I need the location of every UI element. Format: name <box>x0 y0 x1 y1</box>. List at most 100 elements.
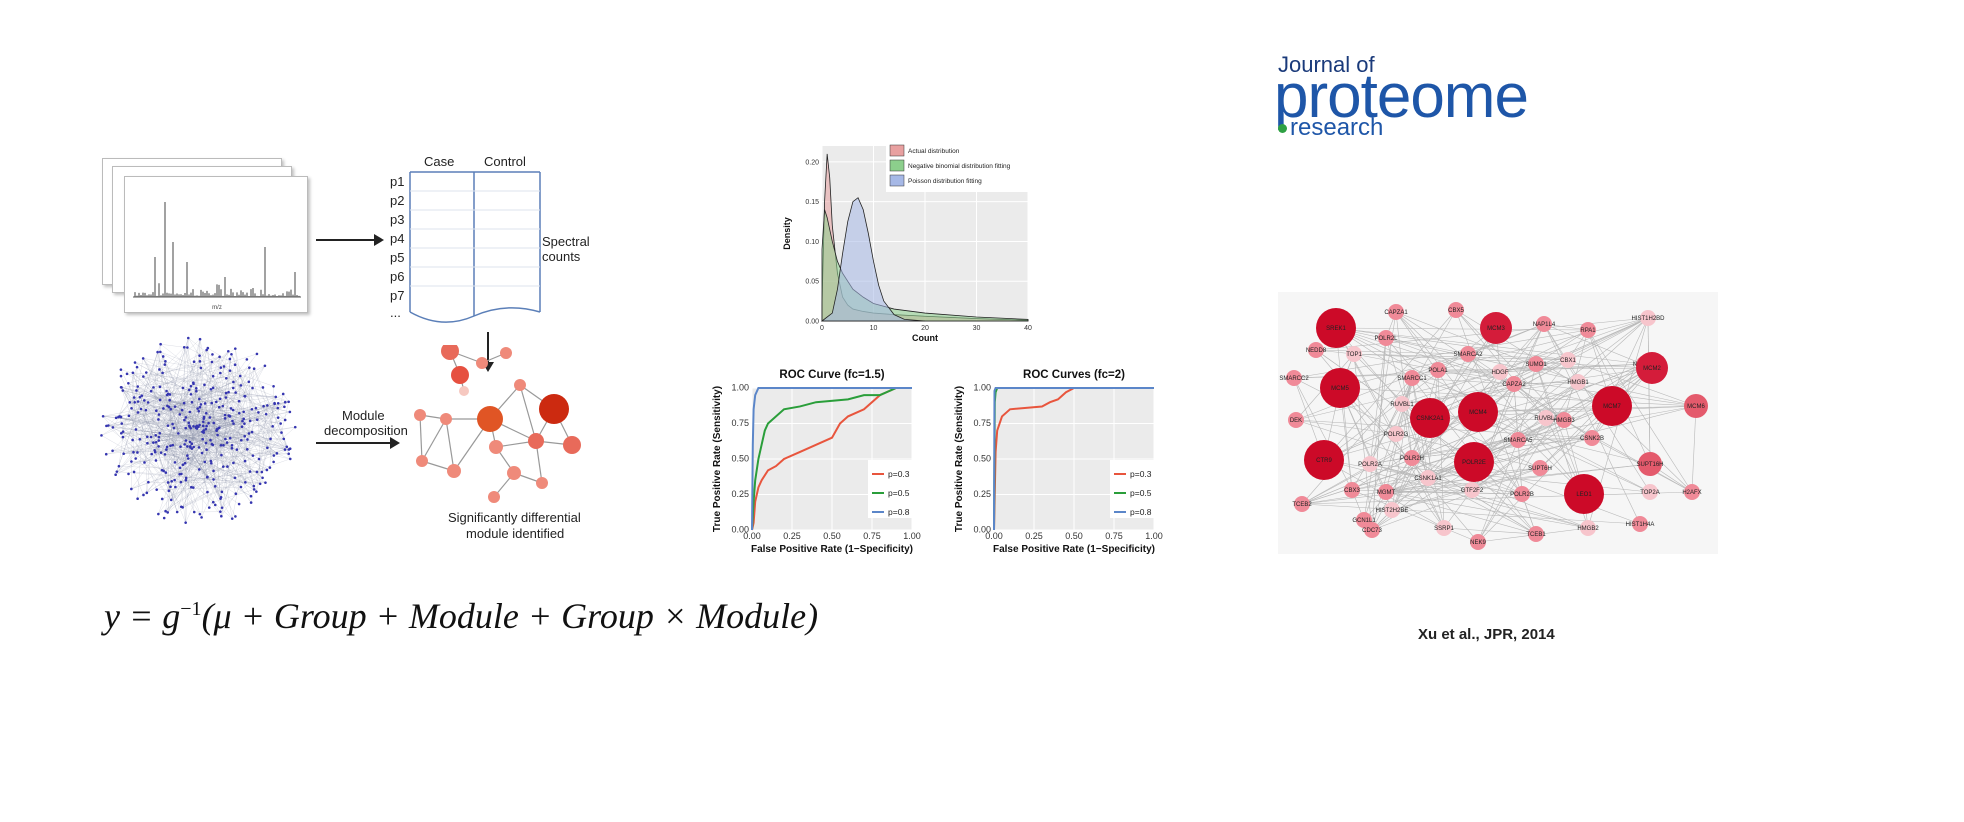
hairball-node <box>157 445 160 448</box>
hairball-node <box>101 414 105 418</box>
roc-line-p=0.3 <box>993 387 1154 531</box>
hairball-node <box>234 515 237 518</box>
hairball-node <box>190 400 194 404</box>
network-node <box>1384 502 1400 518</box>
hairball-node <box>169 485 172 489</box>
hairball-edge <box>153 353 257 388</box>
hairball-edge <box>180 446 223 492</box>
hairball-edge <box>135 429 186 464</box>
hairball-edge <box>119 416 255 490</box>
network-node-label: CBX3 <box>1344 488 1360 494</box>
hairball-edge <box>222 397 227 407</box>
hairball-edge <box>103 409 234 417</box>
hairball-node <box>122 452 125 455</box>
network-node-label: HIST1H2BD <box>1631 316 1665 322</box>
hairball-edge <box>135 417 186 459</box>
hairball-node <box>210 401 214 405</box>
hairball-node <box>150 452 154 456</box>
module-label-line1: Module <box>342 408 385 423</box>
hairball-node <box>287 400 290 404</box>
hairball-node <box>179 445 182 448</box>
hairball-edge <box>131 453 289 462</box>
hairball-node <box>272 460 275 464</box>
network-edge <box>1467 353 1585 495</box>
hairball-node <box>252 488 256 491</box>
hairball-node <box>219 443 223 447</box>
hairball-edge <box>189 389 198 409</box>
network-edge <box>1455 309 1547 419</box>
hairball-node <box>142 493 145 497</box>
network-node-label: POLR2G <box>1384 432 1409 438</box>
row-label-ellipsis: ... <box>390 305 401 320</box>
network-node <box>1404 370 1420 386</box>
hairball-node <box>154 440 158 444</box>
hairball-edge <box>231 354 249 382</box>
network-edge <box>1315 349 1469 355</box>
hairball-node <box>261 476 264 480</box>
x-tick-label: 40 <box>1024 325 1032 332</box>
hairball-node <box>248 366 251 369</box>
module-graph <box>414 345 581 503</box>
module-node <box>489 440 503 454</box>
hairball-node <box>205 348 208 352</box>
hairball-node <box>145 435 149 439</box>
hairball-edge <box>116 339 201 418</box>
result-label-line2: module identified <box>466 526 565 541</box>
y-tick-label: 0.75 <box>973 418 991 428</box>
hairball-edge <box>172 387 214 446</box>
hairball-node <box>155 488 158 491</box>
row-label-p4: p4 <box>390 231 405 246</box>
network-node-label: DEK <box>1290 418 1302 424</box>
hairball-node <box>107 424 110 427</box>
hairball-edge <box>233 423 254 487</box>
y-tick-label: 0.00 <box>731 525 749 535</box>
hairball-edge <box>151 391 287 447</box>
hairball-node <box>156 350 159 354</box>
hairball-node <box>216 433 219 437</box>
module-edge <box>445 418 455 472</box>
network-edge <box>1339 387 1697 407</box>
hairball-edge <box>160 351 185 404</box>
module-node <box>440 413 452 425</box>
network-node <box>1592 386 1632 426</box>
hairball-edge <box>203 430 286 450</box>
network-node <box>1580 322 1596 338</box>
hairball-edge <box>184 398 221 421</box>
network-node-label: POLR2E <box>1462 460 1486 466</box>
hairball-node <box>260 470 264 474</box>
hairball-node <box>130 460 133 463</box>
hairball-edge <box>172 418 226 425</box>
network-edge <box>1467 353 1569 361</box>
hairball-edge <box>160 344 258 420</box>
hairball-edge <box>146 372 289 402</box>
hairball-node <box>111 449 114 453</box>
protein-interaction-hairball <box>100 336 297 524</box>
hairball-edge <box>252 446 287 456</box>
hairball-edge <box>220 411 244 498</box>
hairball-node <box>242 417 245 421</box>
network-node-label: TCEB2 <box>1292 502 1312 508</box>
hairball-edge <box>143 358 180 415</box>
hairball-node <box>199 403 203 406</box>
hairball-node <box>209 459 213 463</box>
x-tick-label: 0.50 <box>823 531 841 541</box>
hairball-node <box>230 443 234 447</box>
hairball-node <box>204 427 208 431</box>
hairball-node <box>127 381 130 385</box>
hairball-node <box>180 408 184 412</box>
hairball-edge <box>184 402 251 422</box>
network-edge <box>1437 369 1613 407</box>
hairball-node <box>138 437 142 441</box>
hairball-node <box>287 452 291 456</box>
network-edge <box>1301 377 1413 505</box>
network-node-label: MGMT <box>1377 490 1396 496</box>
hairball-node <box>198 337 202 341</box>
hairball-edge <box>116 405 268 472</box>
hairball-node <box>245 448 249 451</box>
hairball-node <box>231 419 234 423</box>
hairball-node <box>184 521 187 524</box>
module-node <box>441 345 459 360</box>
hairball-edge <box>189 389 276 398</box>
y-tick-label: 0.15 <box>805 199 819 206</box>
network-edge <box>1477 405 1697 413</box>
